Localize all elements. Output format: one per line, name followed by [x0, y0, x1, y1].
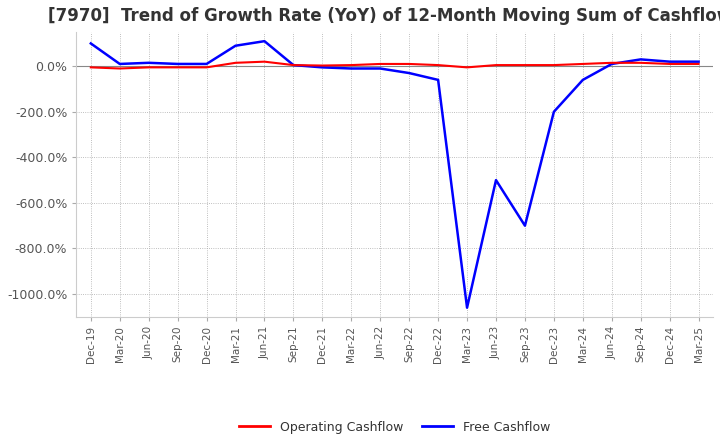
Legend: Operating Cashflow, Free Cashflow: Operating Cashflow, Free Cashflow [234, 416, 556, 439]
Title: [7970]  Trend of Growth Rate (YoY) of 12-Month Moving Sum of Cashflows: [7970] Trend of Growth Rate (YoY) of 12-… [48, 7, 720, 25]
